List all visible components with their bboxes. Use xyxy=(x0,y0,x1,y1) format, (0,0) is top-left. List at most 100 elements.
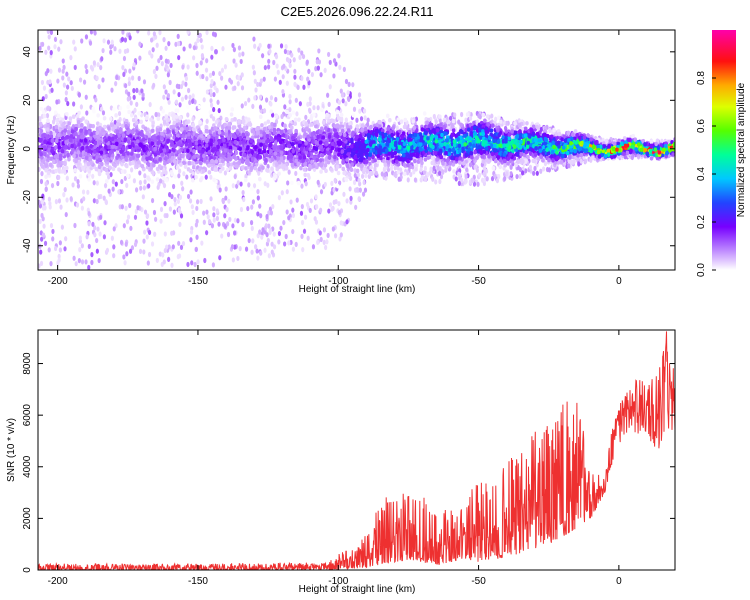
spectrogram-speckle xyxy=(75,202,80,208)
spectrogram-speckle xyxy=(332,73,336,79)
spectrogram-speckle xyxy=(50,182,55,189)
spectrogram-speckle xyxy=(124,83,128,89)
spectrogram-speckle xyxy=(432,165,436,171)
spectrogram-speckle xyxy=(332,58,337,64)
spectrogram-speckle xyxy=(132,178,136,184)
spectrogram-speckle xyxy=(294,241,298,247)
spectrogram-speckle xyxy=(155,65,159,71)
spectrogram-speckle xyxy=(73,64,77,71)
spectrogram-cell xyxy=(137,111,142,116)
spectrogram-speckle xyxy=(84,94,88,100)
spectrogram-speckle xyxy=(270,241,274,247)
spectrogram-cell xyxy=(351,113,356,118)
spectrogram-speckle xyxy=(86,189,90,195)
spectrogram-speckle xyxy=(209,88,213,94)
spectrogram-speckle xyxy=(176,33,180,40)
spectrogram-speckle xyxy=(393,165,397,171)
spectrogram-speckle xyxy=(123,48,128,55)
spectrogram-speckle xyxy=(133,107,137,113)
spectrogram-speckle xyxy=(337,99,341,105)
spectrogram-speckle xyxy=(209,82,213,89)
spectrogram-speckle xyxy=(97,84,101,90)
spectrogram-speckle xyxy=(159,206,164,212)
figure-title: C2E5.2026.096.22.24.R11 xyxy=(281,4,434,19)
spectrogram-speckle xyxy=(503,175,507,182)
spectrogram-speckle xyxy=(46,105,50,112)
spectrogram-speckle xyxy=(311,244,316,250)
spectrogram-speckle xyxy=(291,207,295,213)
spectrogram-speckle xyxy=(196,37,200,44)
spectrogram-speckle xyxy=(43,240,48,246)
spectrogram-speckle xyxy=(288,93,292,100)
spectrogram-cell xyxy=(220,166,225,171)
spectrogram-speckle xyxy=(101,110,106,116)
spectrogram-speckle xyxy=(457,180,461,186)
spectrogram-speckle xyxy=(169,62,173,69)
spectrogram-speckle xyxy=(240,85,245,91)
spectrogram-speckle xyxy=(131,75,135,81)
spectrogram-speckle xyxy=(147,229,152,236)
spectrogram-speckle xyxy=(184,75,189,82)
spectrogram-speckle xyxy=(253,78,257,84)
spectrogram-speckle xyxy=(95,248,99,254)
spectrogram-speckle xyxy=(110,235,114,241)
spectrogram-speckle xyxy=(437,170,442,176)
spectrogram-speckle xyxy=(464,178,468,184)
spectrogram-speckle xyxy=(415,163,419,169)
spectrogram-speckle xyxy=(205,89,210,95)
spectrogram-speckle xyxy=(342,66,346,72)
spectrogram-speckle xyxy=(480,177,485,183)
spectrogram-speckle xyxy=(284,233,288,240)
spectrogram-speckle xyxy=(82,79,87,85)
spectrogram-speckle xyxy=(363,115,367,121)
spectrogram-speckle xyxy=(206,214,210,220)
spectrogram-speckle xyxy=(73,176,78,182)
spectrogram-speckle xyxy=(189,189,193,195)
spectrogram-speckle xyxy=(57,174,61,181)
spectrogram-speckle xyxy=(294,170,298,177)
spectrogram-speckle xyxy=(266,163,270,170)
spectrogram-speckle xyxy=(317,48,321,54)
spectrogram-cell xyxy=(269,109,274,114)
spectrogram-speckle xyxy=(482,165,487,172)
spectrogram-speckle xyxy=(137,75,141,82)
spectrogram-speckle xyxy=(338,236,342,242)
spectrogram-speckle xyxy=(193,261,197,268)
spectrogram-speckle xyxy=(383,172,387,178)
spectrogram-cell xyxy=(396,117,401,122)
spectrogram-speckle xyxy=(66,84,70,90)
spectrogram-speckle xyxy=(343,121,347,127)
spectrogram-speckle xyxy=(212,206,216,212)
spectrogram-speckle xyxy=(105,247,110,253)
spectrogram-speckle xyxy=(349,199,353,205)
spectrogram-speckle xyxy=(509,171,513,177)
spectrogram-speckle xyxy=(236,180,240,186)
spectrogram-speckle xyxy=(174,99,179,105)
spectrogram-cell xyxy=(541,158,545,163)
spectrogram-speckle xyxy=(148,50,152,56)
spectrogram-speckle xyxy=(40,212,44,219)
spectrogram-speckle xyxy=(287,58,291,64)
spectrogram-speckle xyxy=(145,220,149,226)
spectrogram-cell xyxy=(181,160,186,165)
spectrogram-speckle xyxy=(100,56,104,62)
spectrogram-speckle xyxy=(272,244,277,250)
spectrogram-speckle xyxy=(111,186,115,192)
spectrogram-speckle xyxy=(87,243,91,250)
spectrogram-speckle xyxy=(347,81,351,88)
spectrogram-speckle xyxy=(366,117,370,123)
spectrogram-speckle xyxy=(101,47,105,54)
spectrogram-speckle xyxy=(314,194,318,200)
spectrogram-cell xyxy=(264,153,269,158)
spectrogram-speckle xyxy=(62,192,66,198)
spectrogram-speckle xyxy=(584,158,588,164)
spectrogram-speckle xyxy=(102,38,106,44)
spectrogram-speckle xyxy=(241,189,245,196)
spectrogram-speckle xyxy=(72,101,76,107)
spectrogram-speckle xyxy=(200,240,204,246)
spectrogram-speckle xyxy=(263,64,267,71)
spectrogram-speckle xyxy=(495,178,500,184)
spectrogram-speckle xyxy=(339,88,343,94)
spectrogram-speckle xyxy=(139,185,143,191)
